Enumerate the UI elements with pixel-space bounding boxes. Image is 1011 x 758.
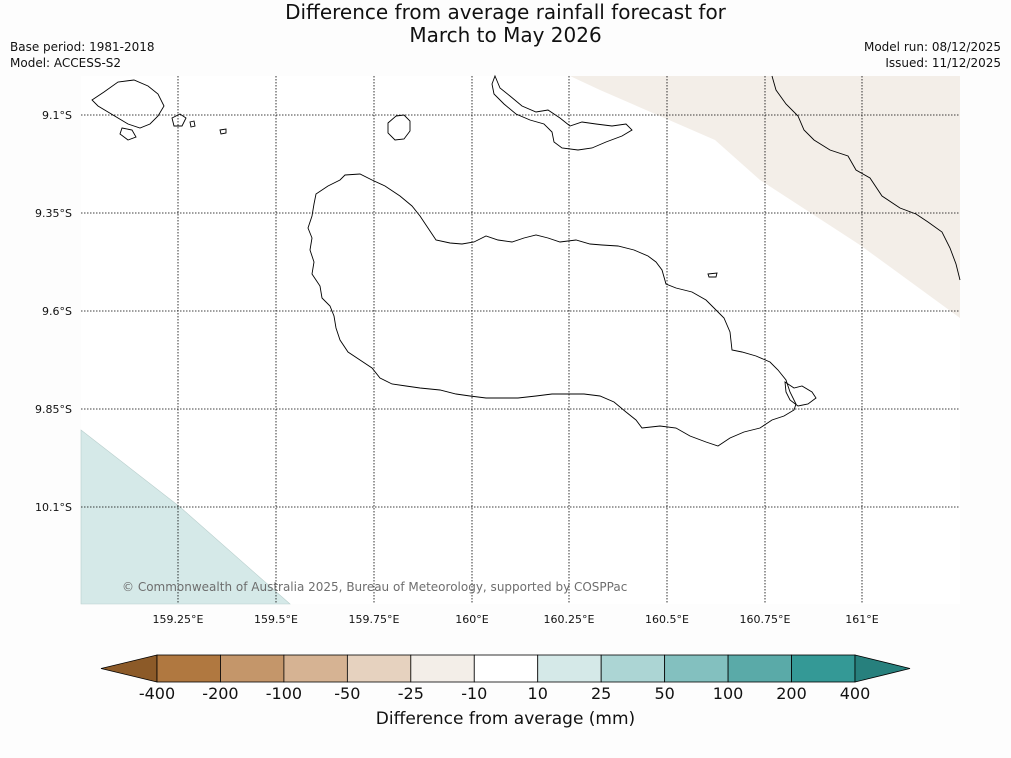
meta-left: Base period: 1981-2018 Model: ACCESS-S2: [10, 39, 155, 71]
graticule: [81, 76, 960, 604]
colorbar-segment: [283, 654, 348, 683]
shading-north-east: [570, 76, 960, 318]
colorbar-tick-label: 400: [839, 684, 871, 703]
colorbar-extend-low: [100, 654, 158, 683]
colorbar-segment: [156, 654, 221, 683]
colorbar-segment: [791, 654, 856, 683]
lat-label-9-6: 9.6°S: [42, 305, 72, 318]
malaita-coastline: [771, 75, 961, 281]
colorbar-segment: [600, 654, 666, 683]
lat-label-9-85: 9.85°S: [35, 403, 72, 416]
chart-title-line2: March to May 2026: [409, 23, 602, 47]
colorbar-tick-label: 200: [776, 684, 807, 703]
colorbar-tick-label: -10: [461, 684, 488, 703]
colorbar-tick-label: -200: [202, 684, 239, 703]
lon-label-159-5: 159.5°E: [254, 613, 298, 626]
colorbar-tick-label: 100: [712, 684, 744, 703]
lon-label-160-5: 160.5°E: [645, 613, 689, 626]
lon-label-159-75: 159.75°E: [348, 613, 400, 626]
colorbar-segment: [664, 654, 729, 683]
colorbar-segment: [727, 654, 792, 683]
northwest-islands-coastline: [91, 79, 165, 129]
lat-label-9-35: 9.35°S: [35, 207, 72, 220]
northwest-islet-2: [119, 127, 137, 141]
model-name: Model: ACCESS-S2: [10, 56, 122, 70]
colorbar-tick-label: -100: [265, 684, 303, 703]
colorbar-segment: [473, 654, 539, 683]
small-islet-coastline: [707, 272, 718, 278]
colorbar-segment: [220, 654, 285, 683]
lon-label-160-25: 160.25°E: [543, 613, 595, 626]
guadalcanal-coastline: [307, 173, 797, 447]
lat-label-9-1: 9.1°S: [42, 109, 72, 122]
colorbar-segment: [346, 654, 412, 683]
colorbar-tick-label: -25: [397, 684, 424, 703]
colorbar-tick-label: -50: [334, 684, 361, 703]
colorbar-tick-label: 25: [590, 684, 612, 703]
meta-right: Model run: 08/12/2025 Issued: 11/12/2025: [864, 39, 1001, 71]
marau-islets-coastline: [784, 381, 817, 407]
issued-date: Issued: 11/12/2025: [885, 56, 1001, 70]
northwest-islet-1: [171, 113, 187, 127]
base-period: Base period: 1981-2018: [10, 40, 155, 54]
lon-label-160: 160°E: [455, 613, 489, 626]
savo-island-coastline: [387, 114, 411, 141]
colorbar: [100, 654, 911, 683]
colorbar-segment: [410, 654, 475, 683]
lon-label-160-75: 160.75°E: [739, 613, 791, 626]
colorbar-label: Difference from average (mm): [375, 709, 636, 729]
chart-title-line1: Difference from average rainfall forecas…: [285, 0, 726, 24]
model-run: Model run: 08/12/2025: [863, 40, 1001, 54]
northwest-islet-3: [219, 128, 227, 135]
copyright-notice: © Commonwealth of Australia 2025, Bureau…: [122, 580, 628, 594]
coastlines: [91, 74, 961, 447]
colorbar-segment: [537, 654, 602, 683]
colorbar-tick-label: 10: [527, 684, 548, 703]
lon-label-159-25: 159.25°E: [152, 613, 204, 626]
northwest-islet-4: [189, 120, 196, 128]
colorbar-tick-label: -400: [138, 684, 176, 703]
colorbar-tick-label: 50: [654, 684, 675, 703]
colorbar-extend-high: [854, 654, 911, 683]
shading-south-west: [80, 429, 291, 605]
lat-label-10-1: 10.1°S: [35, 501, 72, 514]
florida-islands-coastline: [491, 74, 633, 151]
lon-label-161: 161°E: [845, 613, 879, 626]
